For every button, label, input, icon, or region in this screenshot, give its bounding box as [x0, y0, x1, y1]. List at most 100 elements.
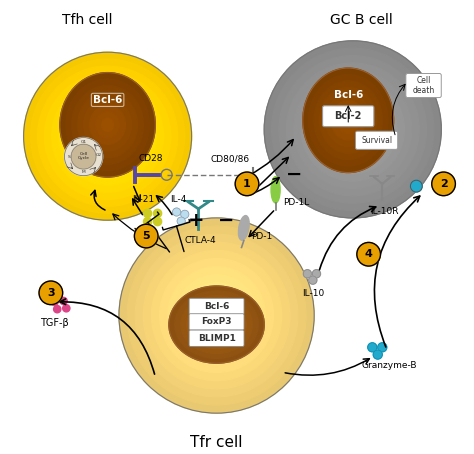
Ellipse shape	[309, 74, 388, 166]
Ellipse shape	[303, 68, 393, 173]
Circle shape	[119, 218, 314, 413]
Circle shape	[168, 266, 265, 364]
Text: Granzyme-B: Granzyme-B	[361, 361, 417, 370]
Text: CD80/86: CD80/86	[210, 154, 250, 163]
Circle shape	[160, 259, 273, 372]
Ellipse shape	[331, 101, 365, 140]
Circle shape	[286, 63, 419, 196]
Text: Cell
Cycle: Cell Cycle	[78, 152, 90, 160]
Circle shape	[143, 242, 290, 389]
Ellipse shape	[175, 291, 258, 358]
Ellipse shape	[181, 296, 252, 354]
Ellipse shape	[96, 112, 119, 138]
Text: M: M	[82, 169, 85, 173]
Circle shape	[279, 55, 427, 203]
Text: PD-1: PD-1	[251, 232, 273, 242]
Circle shape	[71, 144, 96, 169]
Text: IL-21: IL-21	[132, 195, 154, 204]
Ellipse shape	[101, 118, 114, 131]
Circle shape	[346, 122, 360, 137]
Circle shape	[144, 209, 152, 217]
Ellipse shape	[271, 177, 280, 203]
Circle shape	[173, 208, 181, 216]
Text: S: S	[67, 155, 70, 158]
Circle shape	[316, 93, 390, 166]
Ellipse shape	[169, 286, 264, 363]
Ellipse shape	[238, 216, 249, 240]
Text: +: +	[188, 211, 204, 230]
Circle shape	[93, 122, 122, 150]
Circle shape	[87, 115, 128, 157]
Circle shape	[272, 48, 434, 211]
Circle shape	[135, 234, 298, 397]
Circle shape	[312, 270, 320, 278]
Text: IL-10: IL-10	[301, 289, 324, 298]
Circle shape	[176, 275, 257, 356]
Ellipse shape	[72, 86, 143, 164]
Ellipse shape	[343, 114, 354, 127]
Text: GC B cell: GC B cell	[330, 14, 393, 27]
Circle shape	[31, 59, 184, 213]
Circle shape	[51, 298, 58, 306]
Text: CTLA-4: CTLA-4	[185, 236, 217, 245]
Circle shape	[59, 87, 156, 185]
Circle shape	[209, 307, 225, 324]
Circle shape	[63, 305, 70, 312]
Circle shape	[294, 70, 412, 188]
Circle shape	[184, 283, 249, 348]
Circle shape	[301, 78, 404, 181]
Text: TGF-β: TGF-β	[40, 318, 68, 328]
Text: Bcl-6: Bcl-6	[204, 302, 229, 311]
Ellipse shape	[210, 320, 222, 330]
Circle shape	[432, 172, 456, 196]
Circle shape	[154, 209, 162, 217]
Circle shape	[64, 138, 102, 176]
Ellipse shape	[187, 301, 246, 349]
Text: BLIMP1: BLIMP1	[198, 334, 236, 343]
Ellipse shape	[337, 107, 360, 133]
Circle shape	[152, 251, 282, 380]
Text: Tfh cell: Tfh cell	[62, 14, 112, 27]
Text: Survival: Survival	[361, 136, 392, 145]
Circle shape	[181, 210, 189, 218]
Text: 5: 5	[142, 231, 150, 241]
Text: 2: 2	[440, 179, 447, 189]
Text: 4: 4	[365, 249, 373, 259]
Ellipse shape	[199, 310, 235, 339]
Circle shape	[192, 291, 241, 340]
Ellipse shape	[78, 92, 137, 158]
Text: Bcl-6: Bcl-6	[93, 95, 122, 105]
FancyBboxPatch shape	[356, 131, 398, 149]
Circle shape	[100, 129, 115, 143]
Circle shape	[39, 281, 63, 305]
Ellipse shape	[66, 79, 149, 171]
Circle shape	[54, 306, 61, 313]
Ellipse shape	[193, 305, 240, 344]
Circle shape	[378, 343, 387, 352]
Circle shape	[309, 85, 397, 173]
Ellipse shape	[320, 88, 377, 153]
Text: IL-4: IL-4	[170, 195, 186, 204]
Ellipse shape	[84, 99, 131, 151]
Ellipse shape	[205, 315, 228, 334]
Circle shape	[235, 172, 259, 196]
Text: Bcl-6: Bcl-6	[334, 90, 363, 100]
Circle shape	[264, 41, 441, 218]
Circle shape	[135, 224, 158, 248]
Circle shape	[45, 73, 171, 199]
Circle shape	[65, 94, 150, 178]
FancyBboxPatch shape	[323, 106, 374, 127]
Circle shape	[201, 299, 233, 332]
Circle shape	[144, 217, 152, 226]
Text: Bcl-2: Bcl-2	[335, 111, 362, 121]
Text: FoxP3: FoxP3	[201, 317, 232, 326]
Circle shape	[177, 217, 185, 225]
Text: G1: G1	[81, 140, 87, 144]
Circle shape	[410, 180, 422, 192]
Text: 3: 3	[47, 288, 55, 298]
FancyBboxPatch shape	[406, 74, 441, 98]
Circle shape	[60, 297, 67, 305]
Text: PD-1L: PD-1L	[283, 197, 309, 207]
FancyBboxPatch shape	[189, 330, 244, 346]
Circle shape	[127, 226, 306, 405]
